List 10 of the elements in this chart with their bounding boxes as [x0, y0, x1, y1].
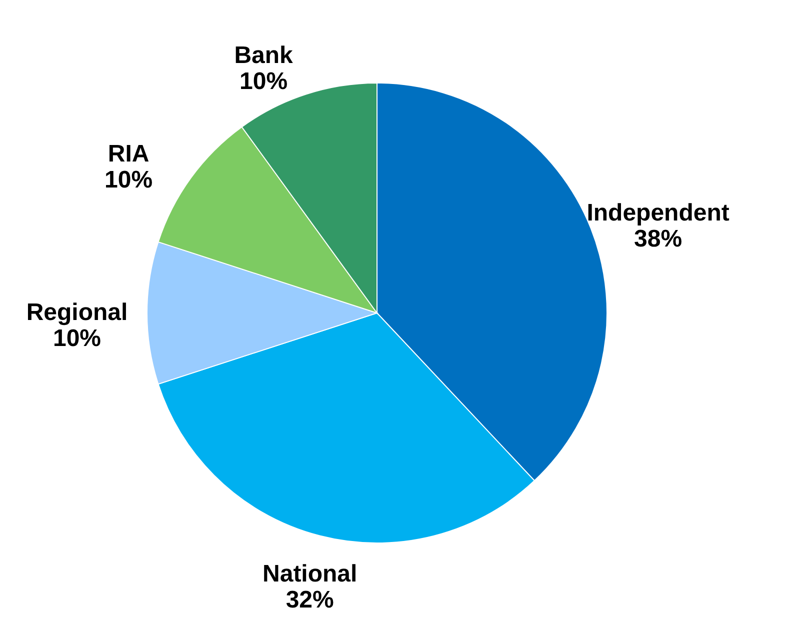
data-label: 10% — [240, 68, 288, 96]
data-label: 32% — [286, 586, 334, 614]
data-label: 10% — [104, 166, 153, 194]
slice-label: Independent — [586, 200, 730, 227]
data-label: 10% — [52, 325, 102, 352]
data-label: 38% — [634, 226, 682, 253]
slice-label: Bank — [234, 42, 294, 70]
slice-label: Regional — [26, 299, 128, 326]
slice-label: RIA — [108, 140, 150, 168]
slice-label: National — [262, 560, 358, 588]
